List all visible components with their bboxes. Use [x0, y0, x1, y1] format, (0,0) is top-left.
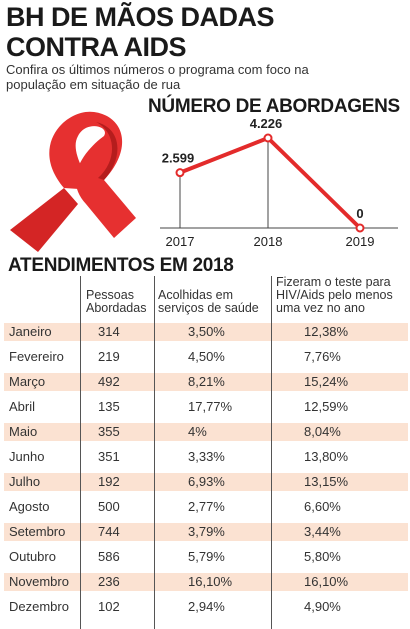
series-line [179, 136, 362, 230]
acolhidas-cell: 3,33% [188, 449, 225, 464]
teste-cell: 13,80% [304, 449, 349, 464]
teste-cell: 13,15% [304, 474, 349, 489]
x-tick-label: 2017 [166, 234, 195, 249]
acolhidas-cell: 6,93% [188, 474, 225, 489]
table-title: ATENDIMENTOS EM 2018 [8, 255, 234, 276]
month-cell: Setembro [9, 524, 66, 539]
data-label: 0 [356, 206, 363, 221]
month-cell: Agosto [9, 499, 50, 514]
column-divider [80, 276, 81, 629]
acolhidas-cell: 8,21% [188, 374, 225, 389]
month-cell: Maio [9, 424, 38, 439]
teste-cell: 16,10% [304, 574, 349, 589]
table-row: Março 492 8,21% 15,24% [4, 373, 408, 391]
pessoas-cell: 744 [98, 524, 120, 539]
data-point [355, 223, 365, 233]
table-row: Junho 351 3,33% 13,80% [4, 448, 408, 466]
table-row: Maio 355 4% 8,04% [4, 423, 408, 441]
acolhidas-cell: 2,94% [188, 599, 225, 614]
pessoas-cell: 219 [98, 349, 120, 364]
acolhidas-cell: 4,50% [188, 349, 225, 364]
teste-cell: 3,44% [304, 524, 341, 539]
acolhidas-cell: 4% [188, 424, 207, 439]
table-row: Agosto 500 2,77% 6,60% [4, 498, 408, 516]
table-row: Abril 135 17,77% 12,59% [4, 398, 408, 416]
month-cell: Fevereiro [9, 349, 64, 364]
pessoas-cell: 492 [98, 374, 120, 389]
month-cell: Junho [9, 449, 45, 464]
acolhidas-cell: 2,77% [188, 499, 225, 514]
acolhidas-cell: 5,79% [188, 549, 225, 564]
chart-title: NÚMERO DE ABORDAGENS [148, 96, 400, 117]
pessoas-cell: 355 [98, 424, 120, 439]
data-point [175, 168, 185, 178]
aids-ribbon-icon [10, 111, 136, 252]
teste-cell: 15,24% [304, 374, 349, 389]
acolhidas-cell: 17,77% [188, 399, 233, 414]
acolhidas-cell: 3,50% [188, 324, 225, 339]
header-acolhidas: Acolhidas em serviços de saúde [158, 289, 274, 315]
month-cell: Março [9, 374, 46, 389]
pessoas-cell: 314 [98, 324, 120, 339]
column-divider [154, 276, 155, 629]
teste-cell: 7,76% [304, 349, 341, 364]
month-cell: Novembro [9, 574, 69, 589]
pessoas-cell: 586 [98, 549, 120, 564]
month-cell: Outubro [9, 549, 56, 564]
abordagens-line-chart: 2.599 2017 4.226 2018 0 2019 [160, 116, 398, 249]
teste-cell: 12,38% [304, 324, 349, 339]
x-tick-label: 2019 [346, 234, 375, 249]
teste-cell: 5,80% [304, 549, 341, 564]
subtitle-line-1: Confira os últimos números o programa co… [6, 62, 309, 77]
header-col2-line-2: serviços de saúde [158, 301, 259, 315]
header-pessoas-abordadas: Pessoas Abordadas [86, 289, 156, 315]
pessoas-cell: 135 [98, 399, 120, 414]
table-row: Outubro 586 5,79% 5,80% [4, 548, 408, 566]
table-row: Setembro 744 3,79% 3,44% [4, 523, 408, 541]
data-label: 2.599 [162, 151, 195, 166]
month-cell: Janeiro [9, 324, 52, 339]
table-row: Janeiro 314 3,50% 12,38% [4, 323, 408, 341]
header-col2-line-1: Acolhidas em [158, 288, 234, 302]
atendimentos-table: Pessoas Abordadas Acolhidas em serviços … [4, 276, 408, 629]
data-label: 4.226 [250, 116, 283, 131]
subtitle-line-2: população em situação de rua [6, 77, 181, 92]
header-teste-hiv: Fizeram o teste para HIV/Aids pelo menos… [276, 276, 408, 315]
month-cell: Julho [9, 474, 41, 489]
pessoas-cell: 192 [98, 474, 120, 489]
teste-cell: 8,04% [304, 424, 341, 439]
column-divider [271, 276, 272, 629]
table-row: Dezembro 102 2,94% 4,90% [4, 598, 408, 616]
header-col3-line-1: Fizeram o teste para [276, 275, 391, 289]
title-line-1: BH DE MÃOS DADAS [6, 2, 275, 32]
table-row: Fevereiro 219 4,50% 7,76% [4, 348, 408, 366]
acolhidas-cell: 3,79% [188, 524, 225, 539]
pessoas-cell: 236 [98, 574, 120, 589]
x-tick-label: 2018 [254, 234, 283, 249]
teste-cell: 12,59% [304, 399, 349, 414]
pessoas-cell: 500 [98, 499, 120, 514]
teste-cell: 6,60% [304, 499, 341, 514]
page-subtitle: Confira os últimos números o programa co… [6, 62, 406, 92]
table-row: Julho 192 6,93% 13,15% [4, 473, 408, 491]
teste-cell: 4,90% [304, 599, 341, 614]
month-cell: Abril [9, 399, 36, 414]
header-col3-line-3: uma vez no ano [276, 301, 365, 315]
table-row: Novembro 236 16,10% 16,10% [4, 573, 408, 591]
table-header: Pessoas Abordadas Acolhidas em serviços … [4, 276, 408, 323]
acolhidas-cell: 16,10% [188, 574, 233, 589]
page-title: BH DE MÃOS DADAS CONTRA AIDS [6, 2, 275, 62]
pessoas-cell: 102 [98, 599, 120, 614]
pessoas-cell: 351 [98, 449, 120, 464]
header-col3-line-2: HIV/Aids pelo menos [276, 288, 393, 302]
month-cell: Dezembro [9, 599, 69, 614]
title-line-2: CONTRA AIDS [6, 32, 187, 62]
header-col1-line-1: Pessoas [86, 288, 134, 302]
data-point [263, 133, 273, 143]
header-col1-line-2: Abordadas [86, 301, 147, 315]
